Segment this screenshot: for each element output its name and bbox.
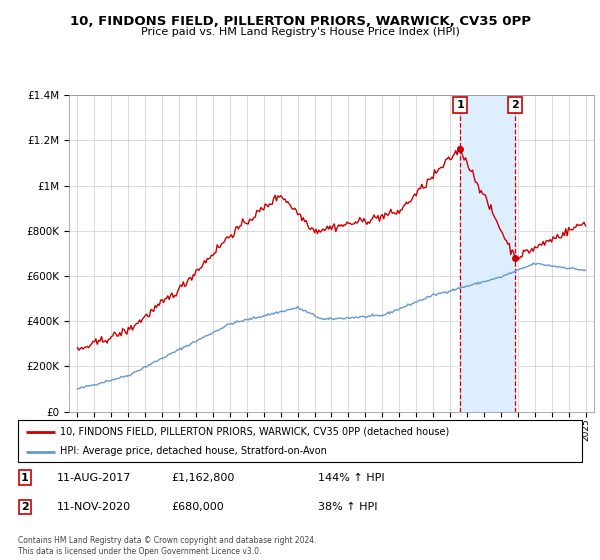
Text: 10, FINDONS FIELD, PILLERTON PRIORS, WARWICK, CV35 0PP (detached house): 10, FINDONS FIELD, PILLERTON PRIORS, WAR… (60, 427, 449, 437)
Text: 1: 1 (457, 100, 464, 110)
Text: 144% ↑ HPI: 144% ↑ HPI (318, 473, 385, 483)
Bar (460, 95, 515, 412)
Text: 1: 1 (21, 473, 29, 483)
Text: Contains HM Land Registry data © Crown copyright and database right 2024.
This d: Contains HM Land Registry data © Crown c… (18, 536, 317, 556)
Text: 11-AUG-2017: 11-AUG-2017 (57, 473, 131, 483)
Text: Price paid vs. HM Land Registry's House Price Index (HPI): Price paid vs. HM Land Registry's House … (140, 27, 460, 37)
Text: 38% ↑ HPI: 38% ↑ HPI (318, 502, 377, 512)
Text: 2: 2 (21, 502, 29, 512)
Text: 2: 2 (511, 100, 519, 110)
Text: £680,000: £680,000 (171, 502, 224, 512)
Text: HPI: Average price, detached house, Stratford-on-Avon: HPI: Average price, detached house, Stra… (60, 446, 327, 456)
Text: 10, FINDONS FIELD, PILLERTON PRIORS, WARWICK, CV35 0PP: 10, FINDONS FIELD, PILLERTON PRIORS, WAR… (70, 15, 530, 28)
Text: 11-NOV-2020: 11-NOV-2020 (57, 502, 131, 512)
Text: £1,162,800: £1,162,800 (171, 473, 235, 483)
